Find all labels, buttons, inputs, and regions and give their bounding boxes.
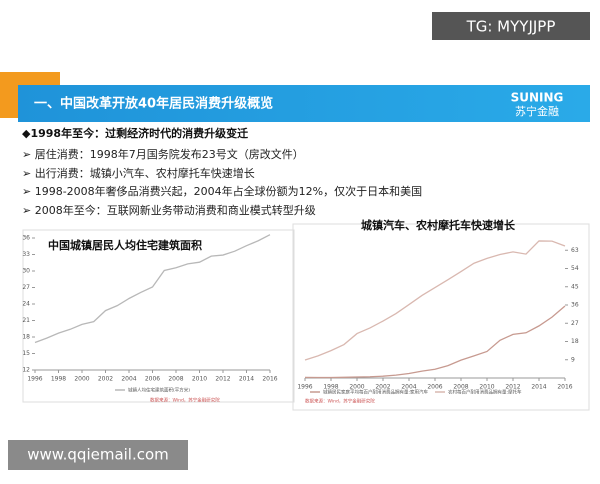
x-tick-label: 2008 [453,384,468,391]
watermark-box [432,12,590,40]
y-tick-label: 36 [22,235,30,242]
bullet: ◆1998年至今：过剩经济时代的消费升级变迁 [22,126,248,140]
y-tick-label: 12 [22,367,30,374]
line-series [34,234,271,344]
y-tick-label: 9 [571,356,575,363]
x-tick-label: 2012 [505,384,520,391]
y-tick-label: 27 [571,320,579,327]
x-tick-label: 2006 [145,376,160,383]
plot-frame [22,229,295,403]
x-tick-label: 2016 [262,376,277,383]
y-tick-label: 45 [571,283,579,290]
legend-label: 城镇居民家庭平均每百户耐用消费品拥有量:家用汽车 [323,389,429,396]
plot-frame [292,223,590,411]
x-tick-label: 2010 [192,376,207,383]
x-tick-label: 2004 [121,376,136,383]
header-bar [18,85,590,122]
chart-title: 城镇汽车、农村摩托车快速增长 [361,218,516,232]
y-tick-label: 36 [571,302,579,309]
line-series [304,305,566,379]
chart-source: 数据来源：Wind，苏宁金融研究院 [150,397,220,404]
x-tick-label: 2002 [375,384,390,391]
x-tick-label: 1996 [297,384,312,391]
x-tick-label: 2004 [401,384,416,391]
x-tick-label: 2002 [98,376,113,383]
watermark-top: TG: MYYJJPP [466,18,556,36]
bullet: ➢ 居住消费：1998年7月国务院发布23号文（房改文件） [22,147,304,161]
logo-cn: 苏宁金融 [515,104,559,118]
x-tick-label: 2016 [557,384,572,391]
y-tick-label: 54 [571,265,579,272]
y-tick-label: 27 [22,284,30,291]
logo-en: SUNING [511,91,564,105]
bullet: ➢ 出行消费：城镇小汽车、农村摩托车快速增长 [22,166,255,180]
x-tick-label: 2012 [215,376,230,383]
y-tick-label: 21 [22,317,30,324]
x-tick-label: 2014 [239,376,254,383]
x-tick-label: 2000 [349,384,364,391]
y-tick-label: 24 [22,301,30,308]
x-tick-label: 1998 [323,384,338,391]
y-tick-label: 30 [22,268,30,275]
watermark-box [8,440,188,470]
line-series [304,240,566,361]
x-tick-label: 2014 [531,384,546,391]
chart-title: 中国城镇居民人均住宅建筑面积 [48,238,202,252]
y-tick-label: 18 [22,334,30,341]
watermark-bottom: www.qqiemail.com [27,446,169,464]
bullet: ➢ 1998-2008年奢侈品消费兴起，2004年占全球份额为12%，仅次于日本… [22,184,422,198]
x-tick-label: 2000 [74,376,89,383]
x-tick-label: 2006 [427,384,442,391]
x-tick-label: 1998 [51,376,66,383]
x-tick-label: 2008 [168,376,183,383]
y-tick-label: 18 [571,338,579,345]
legend-label: 农村每百户耐用消费品拥有量:摩托车 [448,389,522,396]
y-tick-label: 15 [22,350,30,357]
y-tick-label: 33 [22,251,30,258]
legend-label: 城镇人均住宅建筑面积(平方米) [128,387,190,394]
bullet: ➢ 2008年至今：互联网新业务带动消费和商业模式转型升级 [22,203,316,217]
x-tick-label: 1996 [27,376,42,383]
chart-source: 数据来源：Wind，苏宁金融研究院 [305,398,375,405]
header-title: 一、中国改革开放40年居民消费升级概览 [34,96,273,112]
x-tick-label: 2010 [479,384,494,391]
y-tick-label: 63 [571,247,579,254]
